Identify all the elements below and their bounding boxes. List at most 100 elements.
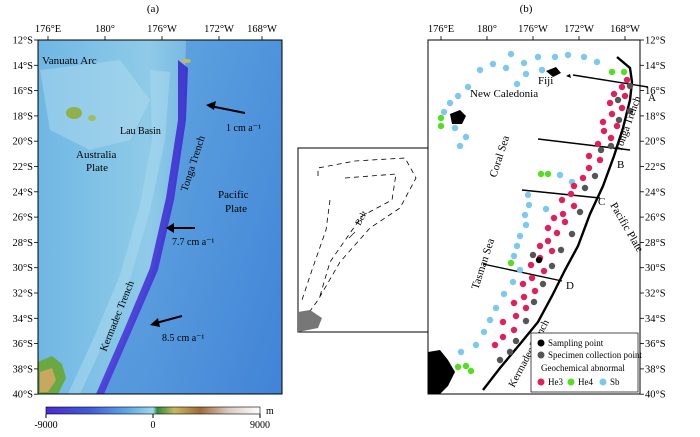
he3-point [600, 127, 608, 135]
colorbar-mid-label: 0 [151, 420, 156, 431]
he4-point [437, 122, 445, 130]
he3-point [570, 202, 578, 210]
he3-point [623, 76, 631, 84]
he3-point [567, 190, 575, 198]
section-a-label: A [648, 92, 656, 104]
lat-tick-label: 14°S [12, 61, 33, 72]
he3-point [618, 104, 626, 112]
lat-tick-label: 40°S [645, 390, 666, 401]
he3-point [610, 90, 618, 98]
lat-tick-label: 22°S [12, 162, 33, 173]
he3-point [544, 224, 552, 232]
he3-point [570, 182, 578, 190]
inset-belt-outline-outer [304, 157, 417, 319]
sb-point [440, 108, 448, 116]
velocity-arrow-3-head [150, 318, 160, 327]
he4-point [507, 259, 515, 267]
lon-tick-label: 172°W [204, 24, 234, 35]
legend-sb-label: Sb [610, 377, 620, 387]
panel-b: (b) 176°E 180° 176°W 172°W 168°W 12°S 14°S 16°… [427, 3, 666, 401]
he3-point [559, 210, 567, 218]
lat-tick-label: 14°S [645, 61, 666, 72]
legend-box [530, 332, 639, 393]
pacific-plate-label-2: Plate [225, 203, 247, 215]
sb-point [462, 133, 470, 141]
lat-tick-label: 24°S [12, 187, 33, 198]
he3-point [510, 299, 518, 307]
velocity-label-2: 7.7 cm a⁻¹ [172, 237, 214, 248]
he3-point [510, 326, 518, 334]
legend-he3-marker [537, 378, 545, 386]
he4-point [620, 68, 628, 76]
he3-point [596, 156, 604, 164]
fiji-land [546, 67, 561, 77]
specimen-point [607, 142, 615, 150]
sb-point [454, 92, 462, 100]
he3-point [548, 247, 556, 255]
he3-point [621, 92, 629, 100]
specimen-point [581, 184, 589, 192]
specimen-point [496, 356, 504, 364]
sb-point [480, 328, 488, 336]
specimen-point [539, 280, 547, 288]
sb-point [580, 53, 588, 61]
sb-point [538, 66, 546, 74]
lon-tick-label: 172°W [564, 24, 594, 35]
velocity-label-1: 1 cm a⁻¹ [226, 123, 261, 134]
vanuatu-arc-label: Vanuatu Arc [42, 55, 97, 67]
sb-point [520, 59, 528, 67]
pacific-basin [98, 40, 282, 394]
new-zealand-highland [40, 368, 56, 392]
he3-point [536, 242, 544, 250]
he4-point [437, 114, 445, 122]
inset-belt-pointer [348, 231, 356, 239]
section-c-label: C [598, 196, 605, 208]
panel-a-lon-ticks: 176°E 180° 176°W 172°W 168°W [35, 24, 277, 40]
sb-point [525, 201, 533, 209]
fiji-land-small [566, 74, 571, 78]
sb-point [534, 53, 542, 61]
new-caledonia-label: New Caledonia [470, 88, 538, 100]
legend-he4-label: He4 [578, 377, 593, 387]
inset-frame [297, 147, 435, 333]
specimen-point [626, 107, 634, 115]
he3-point [561, 218, 569, 226]
sb-point [486, 316, 494, 324]
fiji-plateau [40, 60, 150, 150]
sb-point [500, 290, 508, 298]
section-d-label: D [566, 280, 574, 292]
sb-point [502, 64, 510, 72]
velocity-arrow-3 [155, 315, 183, 324]
specimen-point [568, 230, 576, 238]
he3-point [531, 287, 539, 295]
specimen-point [522, 317, 530, 325]
sb-point [451, 124, 459, 132]
lat-tick-label: 40°S [12, 390, 33, 401]
panel-b-lon-ticks: 176°E 180° 176°W 172°W 168°W [428, 24, 640, 40]
colorbar-min-label: -9000 [34, 420, 57, 431]
sb-point [564, 51, 572, 59]
sb-point [542, 205, 550, 213]
sb-point [472, 341, 480, 349]
sb-point [510, 252, 518, 260]
sb-point [551, 53, 559, 61]
panel-b-points [437, 50, 634, 375]
specimen-point [626, 82, 634, 90]
lat-tick-label: 32°S [12, 289, 33, 300]
lau-ridge [68, 70, 170, 394]
specimen-point [512, 337, 520, 345]
he3-point [491, 341, 499, 349]
sb-point [556, 171, 564, 179]
sb-point [522, 70, 530, 78]
he3-point [540, 267, 548, 275]
he3-point [553, 229, 561, 237]
he3-point [519, 280, 527, 288]
lat-tick-label: 36°S [12, 339, 33, 350]
specimen-point [506, 348, 514, 356]
pacific-plate-label-1: Pacific [218, 189, 249, 201]
fiji-label: Fiji [538, 75, 553, 87]
lat-tick-label: 36°S [645, 339, 666, 350]
section-c-line [521, 189, 601, 199]
he3-point [520, 293, 528, 301]
